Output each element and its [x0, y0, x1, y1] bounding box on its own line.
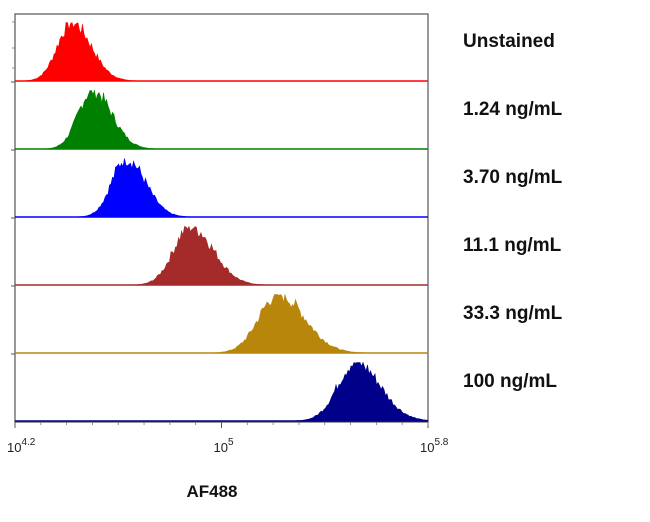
histogram-1-24-ng-ml — [15, 89, 428, 150]
legend-label-33-3-ng-ml: 33.3 ng/mL — [463, 303, 563, 324]
legend-label-3-70-ng-ml: 3.70 ng/mL — [463, 167, 563, 188]
histogram-unstained — [15, 21, 428, 82]
y-tick-group — [11, 21, 15, 355]
histogram-100-ng-ml — [15, 361, 429, 422]
x-tick-label: 104.2 — [7, 437, 36, 455]
x-tick-label: 105 — [214, 437, 234, 455]
histogram-3-70-ng-ml — [15, 158, 428, 218]
legend-label-unstained: Unstained — [463, 31, 555, 52]
histogram-11-1-ng-ml — [15, 225, 428, 286]
histogram-group — [15, 21, 429, 422]
legend-group: Unstained 1.24 ng/mL 3.70 ng/mL 11.1 ng/mL 3… — [463, 31, 563, 392]
x-tick-group: 104.2 105 105.8 — [7, 422, 449, 455]
x-axis-label: AF488 — [186, 482, 237, 501]
legend-label-1-24-ng-ml: 1.24 ng/mL — [463, 99, 563, 120]
histogram-33-3-ng-ml — [15, 294, 428, 354]
x-tick-label: 105.8 — [420, 437, 449, 455]
legend-label-11-1-ng-ml: 11.1 ng/mL — [463, 235, 562, 256]
legend-label-100-ng-ml: 100 ng/mL — [463, 371, 557, 392]
baseline-group — [15, 80, 428, 422]
